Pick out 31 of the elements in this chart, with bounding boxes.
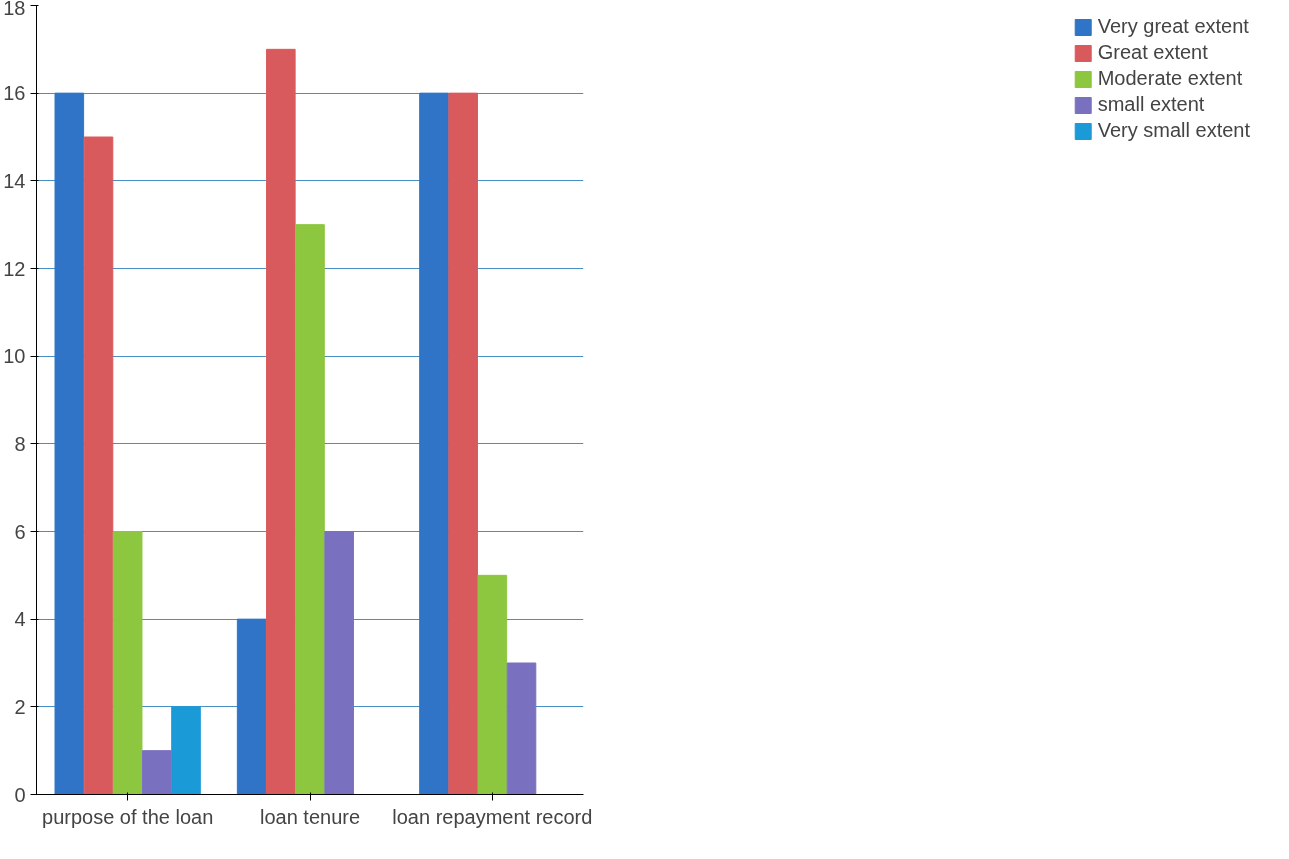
legend-label: Very great extent xyxy=(1097,15,1249,38)
bar xyxy=(295,224,325,795)
bar xyxy=(506,662,537,795)
y-tick-label: 16 xyxy=(3,82,26,105)
bar xyxy=(324,531,354,795)
bar xyxy=(142,750,172,795)
legend-label: Great extent xyxy=(1097,41,1208,64)
x-tick-label: loan tenure xyxy=(259,805,361,828)
legend-label: small extent xyxy=(1097,93,1205,116)
bar xyxy=(171,706,201,795)
y-tick-label: 8 xyxy=(14,432,26,455)
bar xyxy=(112,531,143,795)
bar xyxy=(54,92,85,795)
y-tick-label: 12 xyxy=(3,257,26,280)
bar xyxy=(83,136,114,795)
y-tick-label: 0 xyxy=(14,783,26,806)
y-tick-label: 18 xyxy=(3,0,26,19)
y-tick-label: 6 xyxy=(14,520,26,543)
bar xyxy=(448,92,478,795)
bar xyxy=(266,48,296,795)
bar xyxy=(477,574,508,795)
y-tick-label: 2 xyxy=(14,695,26,718)
legend-label: Very small extent xyxy=(1097,119,1250,142)
bar xyxy=(419,92,449,795)
x-tick-label: purpose of the loan xyxy=(42,805,214,828)
bar xyxy=(236,618,267,795)
y-tick-label: 14 xyxy=(3,169,26,192)
y-tick-label: 10 xyxy=(3,345,26,368)
legend-label: Moderate extent xyxy=(1097,67,1243,90)
y-tick-label: 4 xyxy=(14,608,26,631)
x-tick-label: loan repayment record xyxy=(392,805,593,828)
